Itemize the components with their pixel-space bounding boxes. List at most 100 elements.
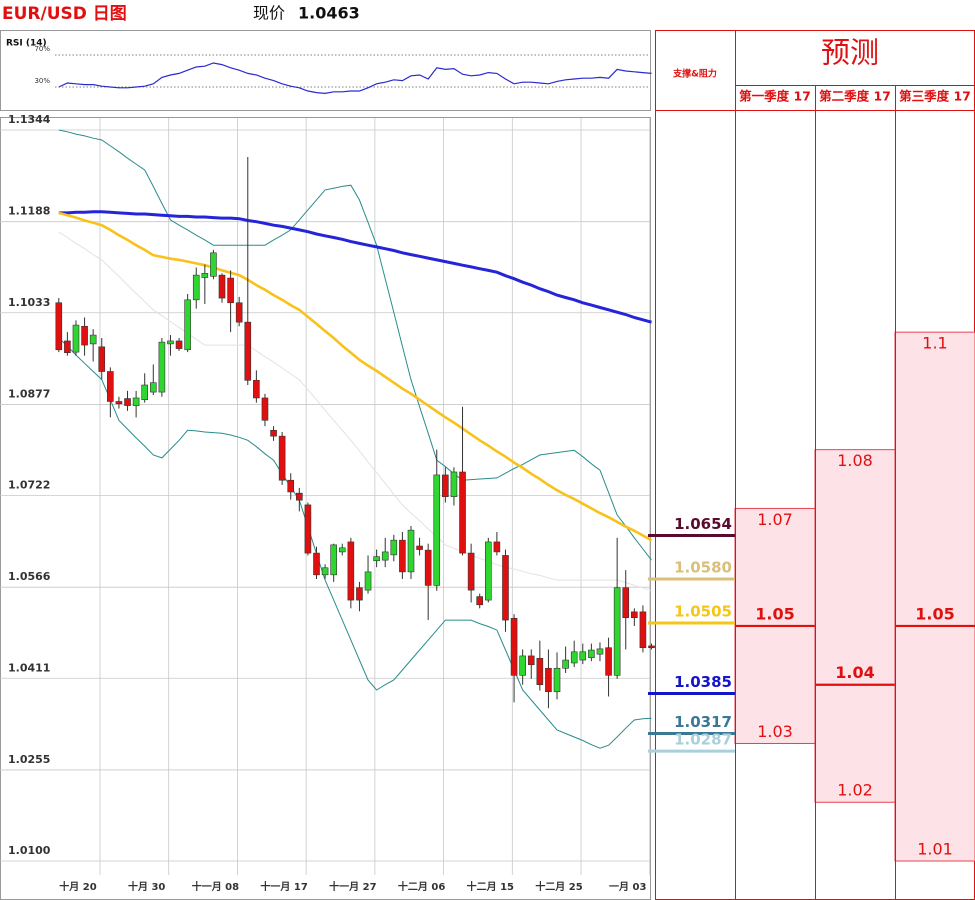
candle-body — [270, 429, 277, 437]
candle-body — [545, 667, 552, 693]
y-tick-label: 1.0722 — [8, 479, 50, 492]
plot — [55, 62, 655, 749]
rsi-line — [58, 62, 652, 95]
candle-body — [527, 655, 535, 666]
candle-body — [536, 657, 544, 686]
level-label: 1.0287 — [674, 731, 732, 749]
candle-body — [141, 384, 148, 401]
x-tick-label: 十二月 06 — [398, 880, 445, 893]
candle-body — [570, 651, 578, 664]
forecast-high: 1.07 — [757, 510, 793, 529]
candle-body — [192, 274, 200, 301]
forecast-header: 支撑&阻力 — [672, 68, 717, 80]
candle-body — [450, 471, 458, 497]
forecast-mid: 1.05 — [755, 604, 794, 623]
forecast-high: 1.1 — [922, 334, 947, 353]
indicator-line — [58, 211, 653, 542]
candle-body — [373, 556, 380, 562]
candle-body — [167, 340, 174, 345]
candle-body — [510, 618, 518, 676]
candle-body — [407, 529, 415, 573]
forecast-mid: 1.05 — [915, 604, 954, 623]
candle-body — [115, 401, 123, 405]
candle-body — [296, 492, 303, 501]
candle-body — [424, 549, 432, 586]
column-header: 第一季度 17 — [739, 89, 811, 104]
x-tick-label: 十一月 08 — [192, 880, 239, 893]
candle-body — [476, 596, 484, 606]
candle-body — [158, 341, 166, 393]
candle-body — [613, 587, 621, 676]
level-label: 1.0580 — [674, 558, 732, 576]
level-label: 1.0654 — [674, 515, 732, 533]
candle-body — [562, 659, 569, 669]
candle-body — [347, 541, 355, 601]
candle-body — [579, 651, 587, 661]
candle-body — [433, 474, 441, 586]
candle-body — [64, 340, 71, 354]
forecast-range — [814, 449, 896, 803]
candle-body — [364, 571, 372, 591]
indicator-line — [58, 210, 652, 324]
candle-body — [484, 541, 492, 601]
candle-body — [399, 539, 406, 573]
candle-body — [390, 539, 398, 556]
candle-body — [287, 479, 295, 493]
forecast-low: 1.03 — [757, 722, 793, 741]
candle-body — [201, 273, 209, 278]
candle-body — [149, 382, 157, 393]
candle-body — [98, 346, 106, 372]
column-header: 第三季度 17 — [899, 89, 971, 104]
forecast-body: 第一季度 17 1.07 1.05 1.03 第二季度 17 1.08 1.04 1.02 第三… — [734, 89, 975, 862]
candle-body — [89, 334, 97, 345]
y-tick-label: 1.1344 — [8, 113, 51, 126]
candle-body — [596, 648, 604, 655]
rsi-tick-label: 30% — [34, 77, 50, 85]
candle-body — [235, 302, 243, 323]
candle-body — [278, 435, 286, 481]
forecast-range — [894, 331, 975, 862]
indicator-line — [58, 129, 652, 561]
chart-title: EUR/USD 日图 — [2, 4, 127, 24]
x-tick-label: 十月 30 — [128, 880, 165, 893]
candle-body — [72, 324, 80, 353]
candle-body — [356, 587, 363, 601]
forecast-title: 预测 — [821, 37, 879, 70]
rsi-panel — [0, 30, 651, 111]
candle-body — [313, 552, 320, 576]
candle-body — [622, 587, 630, 619]
y-tick-label: 1.0411 — [8, 661, 50, 674]
candle-body — [467, 552, 475, 591]
y-tick-label: 1.1188 — [8, 205, 50, 218]
candle-body — [502, 555, 509, 621]
candle-body — [227, 277, 234, 304]
x-tick-label: 十一月 17 — [260, 880, 307, 893]
candle-body — [184, 299, 191, 351]
indicator-line — [58, 337, 652, 749]
x-tick-label: 十二月 25 — [535, 880, 582, 893]
y-tick-label: 1.0877 — [8, 387, 50, 400]
rsi-tick-label: 70% — [34, 45, 50, 53]
candle-body — [244, 321, 252, 381]
candle-body — [81, 325, 88, 346]
x-tick-label: 一月 03 — [609, 881, 646, 893]
column-header: 第二季度 17 — [819, 89, 891, 104]
y-tick-label: 1.0100 — [8, 844, 51, 857]
candle-body — [304, 504, 312, 554]
price-label: 现价 — [253, 4, 285, 23]
candle-body — [648, 645, 655, 648]
rsi-title: RSI (14) — [6, 39, 47, 49]
candle-body — [631, 611, 638, 619]
candle-body — [605, 647, 612, 676]
forecast-low: 1.02 — [837, 781, 873, 800]
candle-body — [553, 667, 561, 693]
candle-body — [330, 544, 337, 576]
x-tick-label: 十二月 15 — [467, 880, 514, 893]
candle-body — [381, 551, 389, 561]
candle-body — [338, 547, 346, 553]
candle-body — [493, 541, 501, 553]
candle-body — [519, 655, 526, 676]
candle-body — [124, 398, 131, 406]
